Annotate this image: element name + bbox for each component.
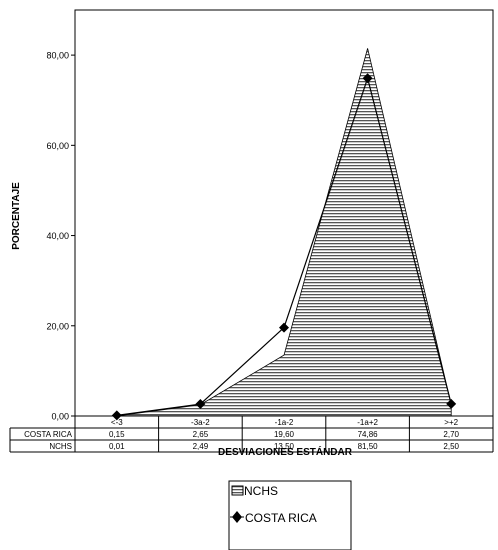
data-table: <-3 -3a-2 -1a-2 -1a+2 >+2 COSTA RICA NCHS 0,15 2…: [9, 416, 494, 453]
y-tick-label: 60,00: [46, 141, 69, 151]
table-cell-nchs: 0,01: [109, 442, 125, 451]
x-tick-label: -3a-2: [191, 418, 210, 427]
y-axis: 0,00 20,00 40,00 60,00 80,00: [46, 51, 75, 422]
plot-frame: [74, 9, 494, 417]
x-tick-label: >+2: [444, 418, 458, 427]
table-cell-nchs: 13,50: [274, 442, 295, 451]
table-cell-costa-rica: 19,60: [274, 430, 295, 439]
nchs-area: [116, 48, 452, 417]
y-axis-title: PORCENTAJE: [11, 182, 22, 250]
costa-rica-point: [111, 410, 122, 421]
legend-label-costa-rica: COSTA RICA: [245, 511, 317, 525]
x-tick-label: -1a-2: [275, 418, 294, 427]
x-tick-label: <-3: [111, 418, 123, 427]
y-tick-label: 0,00: [51, 412, 69, 422]
table-cell-nchs: 2,49: [193, 442, 209, 451]
table-cell-costa-rica: 0,15: [109, 430, 125, 439]
table-cell-costa-rica: 2,70: [443, 430, 459, 439]
table-row-label: COSTA RICA: [24, 430, 73, 439]
costa-rica-point: [279, 322, 289, 333]
y-tick-label: 80,00: [46, 51, 69, 61]
x-tick-label: -1a+2: [357, 418, 378, 427]
costa-rica-point: [446, 398, 457, 409]
table-cell-costa-rica: 74,86: [358, 430, 379, 439]
y-tick-label: 20,00: [46, 321, 69, 331]
table-cell-nchs: 2,50: [443, 442, 459, 451]
y-tick-label: 40,00: [46, 231, 69, 241]
costa-rica-point: [362, 73, 373, 84]
table-cell-nchs: 81,50: [358, 442, 379, 451]
legend-label-nchs: NCHS: [244, 484, 278, 498]
table-cell-costa-rica: 2,65: [193, 430, 209, 439]
legend-box: [228, 480, 352, 550]
x-axis-title: DESVIACIONES ESTÁNDAR: [218, 445, 353, 458]
nchs-area-layer: [116, 48, 452, 417]
legend-marker-costa-rica: [232, 511, 242, 523]
costa-rica-point: [195, 399, 206, 410]
legend-swatch-nchs: [231, 485, 244, 496]
table-row-label: NCHS: [49, 442, 72, 451]
legend: NCHS COSTA RICA: [228, 480, 352, 550]
costa-rica-line-layer: [111, 73, 457, 421]
